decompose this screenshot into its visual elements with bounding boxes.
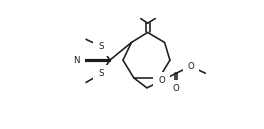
- Text: O: O: [187, 62, 194, 71]
- Text: O: O: [173, 84, 180, 93]
- Text: O: O: [158, 76, 165, 85]
- Text: S: S: [98, 70, 103, 79]
- Text: N: N: [73, 56, 80, 65]
- Text: S: S: [98, 42, 103, 51]
